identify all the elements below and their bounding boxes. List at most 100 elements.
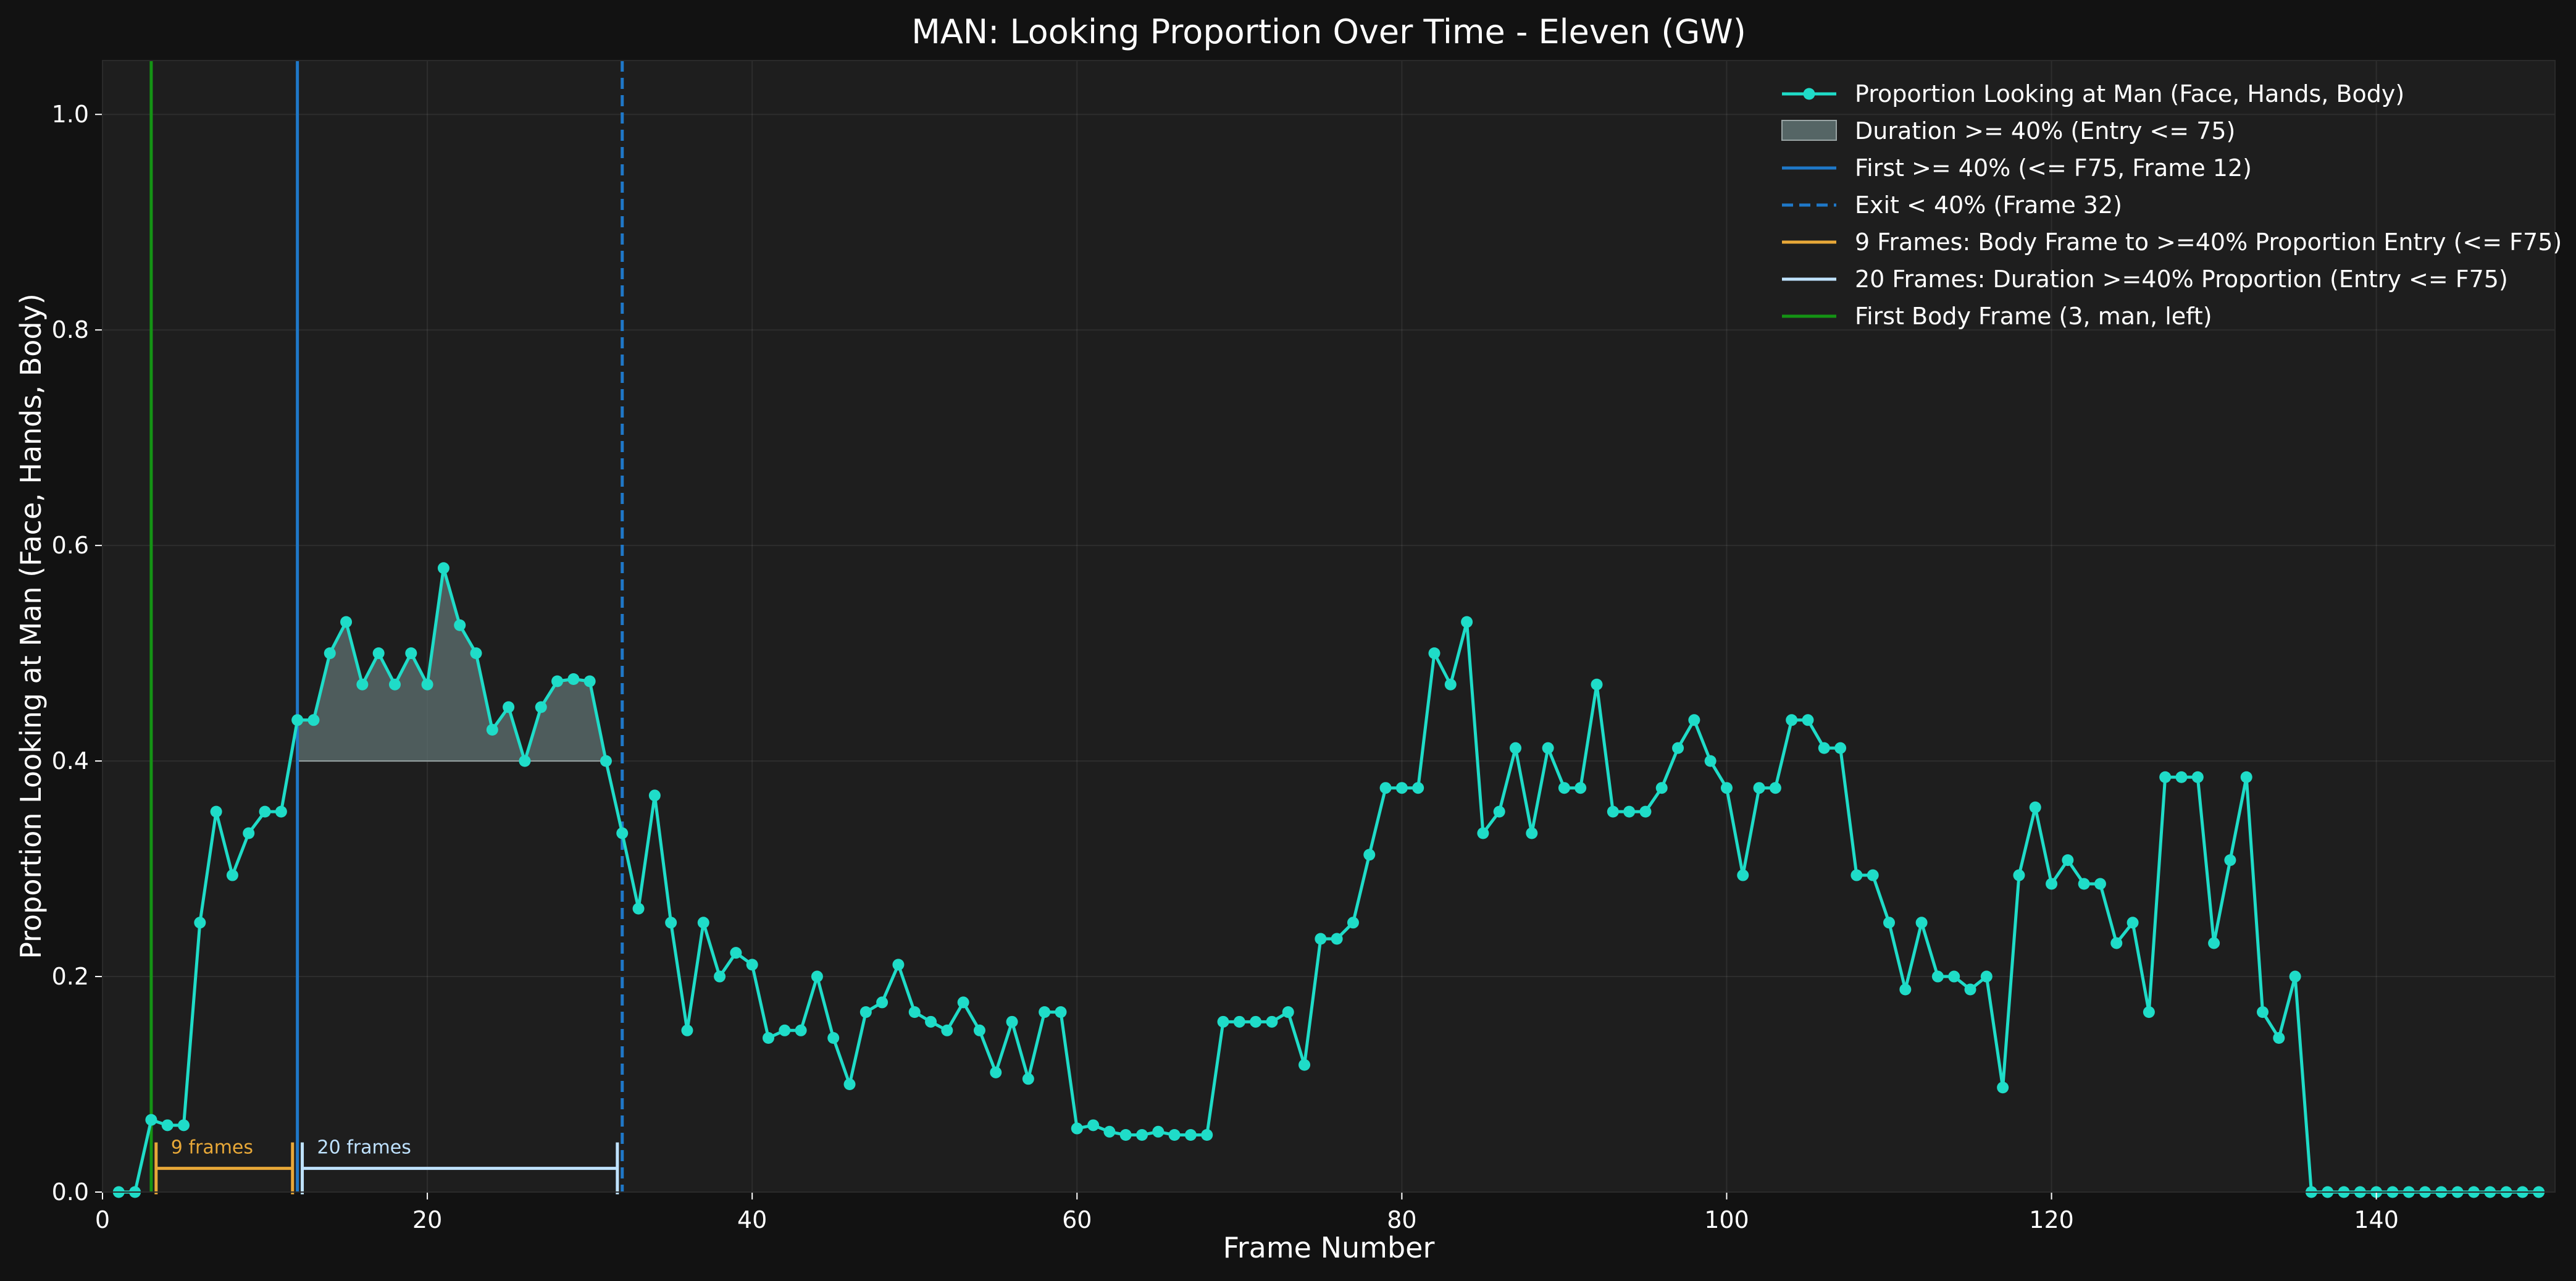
data-point: [811, 970, 823, 983]
data-point: [1331, 933, 1343, 945]
data-point: [2046, 878, 2058, 890]
legend-item: Duration >= 40% (Entry <= 75): [1781, 117, 2235, 145]
data-point: [486, 723, 498, 736]
data-point: [178, 1119, 190, 1132]
y-tick-label: 0.8: [52, 316, 89, 343]
data-point: [1623, 805, 1636, 818]
data-point: [746, 959, 758, 971]
legend-label: Proportion Looking at Man (Face, Hands, …: [1855, 80, 2404, 107]
data-point: [567, 673, 580, 685]
data-point: [519, 755, 531, 767]
duration_bracket-label: 20 frames: [317, 1137, 411, 1159]
data-point: [1298, 1059, 1311, 1071]
data-point: [1997, 1082, 2009, 1094]
data-point: [1607, 805, 1619, 818]
data-point: [388, 678, 401, 691]
data-point: [2062, 854, 2074, 867]
legend-item: First Body Frame (3, man, left): [1782, 303, 2212, 330]
legend-marker: [1803, 88, 1815, 100]
data-point: [1184, 1129, 1197, 1141]
data-point: [1119, 1129, 1132, 1141]
data-point: [2257, 1006, 2269, 1018]
data-point: [697, 917, 709, 929]
threshold-fill-layer: [297, 568, 606, 762]
x-tick-label: 100: [1704, 1206, 1749, 1233]
data-point: [291, 714, 304, 726]
data-point: [632, 902, 645, 915]
y-tick-label: 0.4: [52, 747, 89, 775]
x-tick-label: 80: [1387, 1206, 1416, 1233]
data-point: [1379, 782, 1392, 794]
data-point: [1282, 1006, 1294, 1018]
data-point: [1737, 869, 1749, 881]
data-point: [2126, 917, 2139, 929]
x-tick-label: 0: [95, 1206, 110, 1233]
data-point: [925, 1015, 937, 1028]
data-point: [941, 1024, 953, 1036]
data-point: [1168, 1129, 1181, 1141]
legend-label: Exit < 40% (Frame 32): [1855, 191, 2122, 219]
data-point: [194, 917, 206, 929]
data-point: [324, 647, 336, 660]
data-point: [421, 678, 433, 691]
legend-label: 9 Frames: Body Frame to >=40% Proportion…: [1855, 229, 2562, 256]
data-point: [973, 1024, 985, 1036]
legend-label: First Body Frame (3, man, left): [1855, 303, 2212, 330]
data-point: [1087, 1119, 1100, 1132]
legend-label: First >= 40% (<= F75, Frame 12): [1855, 154, 2252, 182]
data-point: [259, 805, 271, 818]
data-point: [1315, 933, 1327, 945]
legend-item: First >= 40% (<= F75, Frame 12): [1782, 154, 2252, 182]
data-point: [356, 678, 369, 691]
legend: Proportion Looking at Man (Face, Hands, …: [1781, 80, 2562, 330]
data-point: [1672, 742, 1684, 754]
data-point: [827, 1031, 840, 1044]
data-point: [243, 827, 255, 839]
y-tick-label: 0.6: [52, 532, 89, 559]
data-point: [859, 1006, 872, 1018]
data-point: [779, 1024, 791, 1036]
data-point: [307, 714, 320, 726]
data-point: [1477, 827, 1489, 839]
data-point: [2110, 937, 2123, 949]
data-point: [145, 1114, 157, 1126]
data-point: [1201, 1129, 1213, 1141]
data-point: [843, 1078, 856, 1091]
x-axis-label: Frame Number: [1223, 1231, 1435, 1264]
data-point: [892, 959, 905, 971]
data-point: [1412, 782, 1424, 794]
y-tick-label: 0.0: [52, 1178, 89, 1206]
data-point: [1493, 805, 1505, 818]
legend-item: 9 Frames: Body Frame to >=40% Proportion…: [1782, 229, 2562, 256]
data-point: [1103, 1125, 1116, 1138]
data-point: [1802, 714, 1814, 726]
data-point: [340, 616, 353, 628]
data-point: [1022, 1073, 1034, 1085]
data-point: [1461, 616, 1473, 628]
y-tick-label: 1.0: [52, 101, 89, 128]
data-point: [551, 675, 564, 687]
data-point: [1363, 849, 1376, 861]
data-point: [1574, 782, 1587, 794]
data-point: [1591, 678, 1603, 691]
data-point: [1039, 1006, 1051, 1018]
data-point: [2078, 878, 2090, 890]
data-point: [1948, 970, 1960, 983]
x-tick-label: 120: [2029, 1206, 2074, 1233]
data-point: [2029, 801, 2041, 813]
data-point: [2013, 869, 2025, 881]
data-point: [275, 805, 287, 818]
data-point: [990, 1066, 1002, 1078]
data-point: [470, 647, 482, 660]
legend-swatch: [1781, 120, 1837, 141]
data-point: [161, 1119, 174, 1132]
legend-item: Proportion Looking at Man (Face, Hands, …: [1782, 80, 2404, 107]
data-point: [1704, 755, 1717, 767]
data-point: [1152, 1125, 1165, 1138]
data-point: [795, 1024, 807, 1036]
data-point: [1720, 782, 1733, 794]
data-point: [437, 562, 450, 574]
data-point: [1639, 805, 1652, 818]
x-tick-label: 60: [1062, 1206, 1092, 1233]
x-tick-label: 40: [737, 1206, 767, 1233]
